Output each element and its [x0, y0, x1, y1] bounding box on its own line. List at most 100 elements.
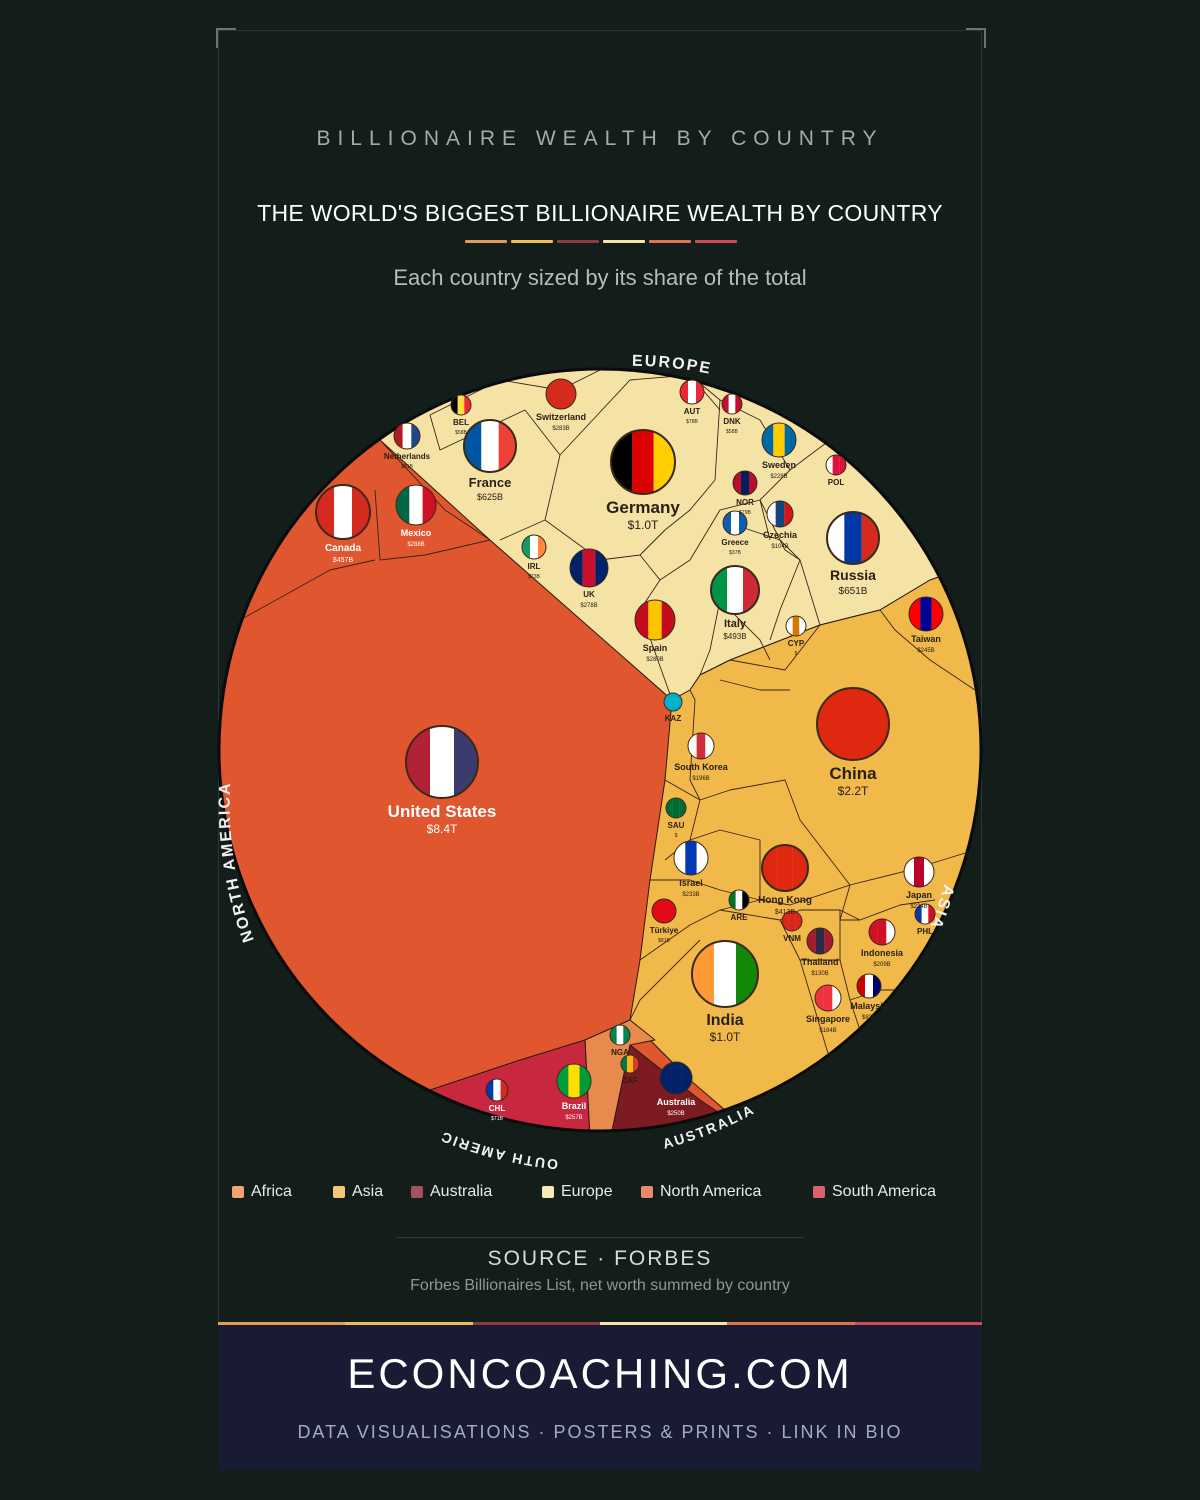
- flag-band: [652, 899, 660, 923]
- brand-link[interactable]: ECONCOACHING.COM: [347, 1350, 853, 1397]
- flag-band: [735, 394, 742, 414]
- country-name: IRL: [528, 562, 541, 571]
- flag-band: [546, 379, 556, 409]
- country-name: India: [706, 1012, 743, 1029]
- vietnam-flag-icon: [782, 911, 802, 931]
- flag-band: [807, 928, 816, 954]
- flag-band: [661, 600, 675, 640]
- flag-ring: [721, 393, 743, 415]
- flag-band: [823, 985, 833, 1011]
- flag-band: [786, 616, 793, 636]
- legend: Africa Asia Australia Europe North Ameri…: [0, 1183, 1200, 1203]
- legend-item-north-america: North America: [641, 1183, 761, 1201]
- flag-ring: [569, 548, 609, 588]
- country-value: $73B: [528, 574, 540, 580]
- source-label: SOURCE · FORBES: [487, 1247, 713, 1270]
- belgium-flag-icon: [451, 395, 471, 415]
- country-value: $79B: [739, 510, 751, 516]
- country-name: Sweden: [762, 460, 796, 470]
- flag-ring: [722, 510, 748, 536]
- country-name: DNK: [723, 417, 741, 426]
- title-bar-africa: [465, 240, 507, 243]
- flag-band: [824, 928, 833, 954]
- country-value: $58B: [726, 429, 738, 435]
- norway-flag-icon: [733, 471, 757, 495]
- austria-flag-icon: [680, 380, 704, 404]
- flag-band: [595, 549, 608, 587]
- flag-band: [430, 726, 454, 798]
- flag-band: [692, 941, 714, 1007]
- country-value: $1.0T: [628, 518, 659, 532]
- flag-ring: [691, 940, 759, 1008]
- stripe-segment: [599, 1322, 728, 1325]
- flag-band: [422, 485, 436, 525]
- flag-band: [739, 511, 747, 535]
- title-bar-south-america: [695, 240, 737, 243]
- footer-stripe: [218, 1322, 982, 1325]
- title-bar-north-america: [649, 240, 691, 243]
- flag-band: [579, 1064, 591, 1098]
- legend-item-asia: Asia: [333, 1183, 383, 1201]
- country-name: UK: [583, 590, 595, 599]
- country-value: $81B: [401, 464, 413, 470]
- flag-band: [920, 597, 932, 631]
- flag-band: [914, 857, 924, 887]
- legend-label: Australia: [430, 1183, 493, 1200]
- flag-band: [915, 904, 922, 924]
- country-name: Singapore: [806, 1014, 850, 1024]
- flag-band: [921, 904, 929, 924]
- flag-ring: [814, 984, 842, 1012]
- country-value: $58B: [455, 430, 467, 436]
- flag-band: [924, 857, 934, 887]
- legend-swatch: [333, 1186, 345, 1198]
- flag-band: [841, 688, 865, 760]
- flag-ring: [463, 419, 517, 473]
- flag-ring: [710, 565, 760, 615]
- country-value: $288B: [407, 542, 424, 548]
- flag-band: [409, 485, 423, 525]
- country-value: $233B: [682, 892, 699, 898]
- legend-swatch: [813, 1186, 825, 1198]
- flag-band: [782, 911, 789, 931]
- taiwan-flag-icon: [909, 597, 943, 631]
- flag-band: [877, 919, 887, 945]
- country-value: $257B: [565, 1115, 582, 1121]
- country-name: Germany: [606, 498, 680, 517]
- flag-band: [396, 485, 410, 525]
- flag-band: [784, 423, 796, 457]
- flag-band: [568, 1064, 580, 1098]
- indonesia-flag-icon: [869, 919, 895, 945]
- switzerland-flag-icon: [546, 379, 576, 409]
- flag-band: [857, 974, 865, 998]
- flag-band: [582, 549, 596, 587]
- flag-band: [775, 501, 785, 527]
- stripe-segment: [854, 1322, 982, 1325]
- legend-swatch: [542, 1186, 554, 1198]
- flag-band: [742, 890, 749, 910]
- flag-band: [668, 899, 676, 923]
- country-name: AUT: [684, 407, 701, 416]
- flag-band: [633, 1055, 639, 1073]
- flag-ring: [825, 454, 847, 476]
- country-name: Indonesia: [861, 948, 904, 958]
- spain-flag-icon: [635, 600, 675, 640]
- flag-ring: [806, 927, 834, 955]
- stripe-segment: [345, 1322, 473, 1325]
- country-labels: United States$8.4T Canada $457B Mexico $288B…: [325, 407, 941, 1122]
- flag-band: [731, 511, 739, 535]
- flag-band: [411, 423, 420, 449]
- country-value: $130B: [811, 971, 828, 977]
- flag-ring: [761, 422, 797, 458]
- flag-band: [486, 1079, 494, 1101]
- country-name: Türkiye: [650, 926, 679, 935]
- israel-flag-icon: [674, 841, 708, 875]
- flag-ring: [781, 910, 803, 932]
- stripe-segment: [727, 1322, 855, 1325]
- flag-band: [500, 1079, 508, 1101]
- flag-band: [931, 597, 943, 631]
- legend-swatch: [232, 1186, 244, 1198]
- country-value: $278B: [580, 603, 597, 609]
- flag-ring: [485, 1078, 509, 1102]
- flag-band: [909, 597, 921, 631]
- country-name: Czechia: [763, 530, 798, 540]
